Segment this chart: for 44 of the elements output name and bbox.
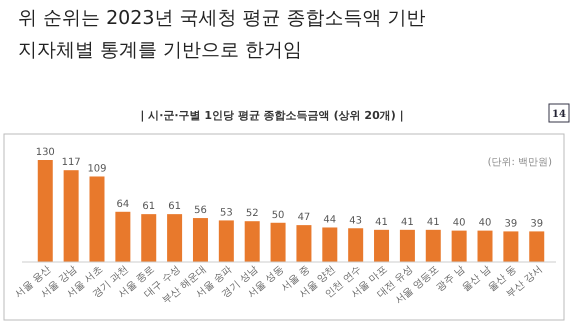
- bar: [322, 227, 338, 262]
- bar: [400, 230, 415, 262]
- data-label: 52: [246, 208, 259, 220]
- bar: [192, 218, 208, 262]
- bar: [244, 221, 260, 262]
- data-label: 117: [62, 157, 81, 168]
- data-label: 109: [87, 163, 107, 174]
- data-label: 39: [504, 218, 518, 230]
- bar: [426, 230, 441, 262]
- bar: [503, 231, 518, 262]
- data-label: 130: [36, 147, 55, 158]
- data-label: 41: [375, 216, 388, 228]
- data-label: 41: [401, 216, 414, 228]
- data-label: 61: [142, 201, 156, 212]
- bar: [270, 222, 286, 262]
- data-label: 64: [116, 198, 130, 210]
- chart-title: 위 순위는 2023년 국세청 평균 종합소득액 기반 지자체별 통계를 기반으로 한거임: [18, 7, 426, 61]
- bar: [218, 220, 234, 262]
- data-label: 44: [323, 214, 336, 226]
- bar: [478, 230, 493, 262]
- data-label: 41: [426, 216, 440, 228]
- data-label: 61: [168, 201, 181, 212]
- bar: [374, 230, 390, 262]
- data-label: 43: [349, 215, 362, 226]
- data-label: 53: [220, 207, 233, 218]
- data-label: 40: [478, 218, 492, 229]
- bar: [348, 228, 364, 262]
- data-label: 47: [298, 212, 310, 224]
- data-label: 56: [194, 205, 207, 216]
- bar: [452, 230, 467, 262]
- text: 14: [552, 109, 566, 120]
- data-label: 39: [530, 218, 544, 230]
- bar: [64, 170, 79, 262]
- bar: [529, 231, 544, 262]
- bar: [115, 212, 130, 262]
- annotation: (단위: 백만원): [488, 157, 552, 168]
- bar: [167, 214, 182, 262]
- bar: [89, 176, 104, 262]
- data-label: 50: [272, 210, 284, 221]
- data-label: 40: [452, 218, 466, 229]
- chart-subtitle: | 시·군·구별 1인당 평균 종합소득금액 (상위 20개) |: [140, 109, 404, 122]
- bar: [141, 214, 156, 262]
- bar: [296, 225, 312, 262]
- bar: [38, 160, 53, 262]
